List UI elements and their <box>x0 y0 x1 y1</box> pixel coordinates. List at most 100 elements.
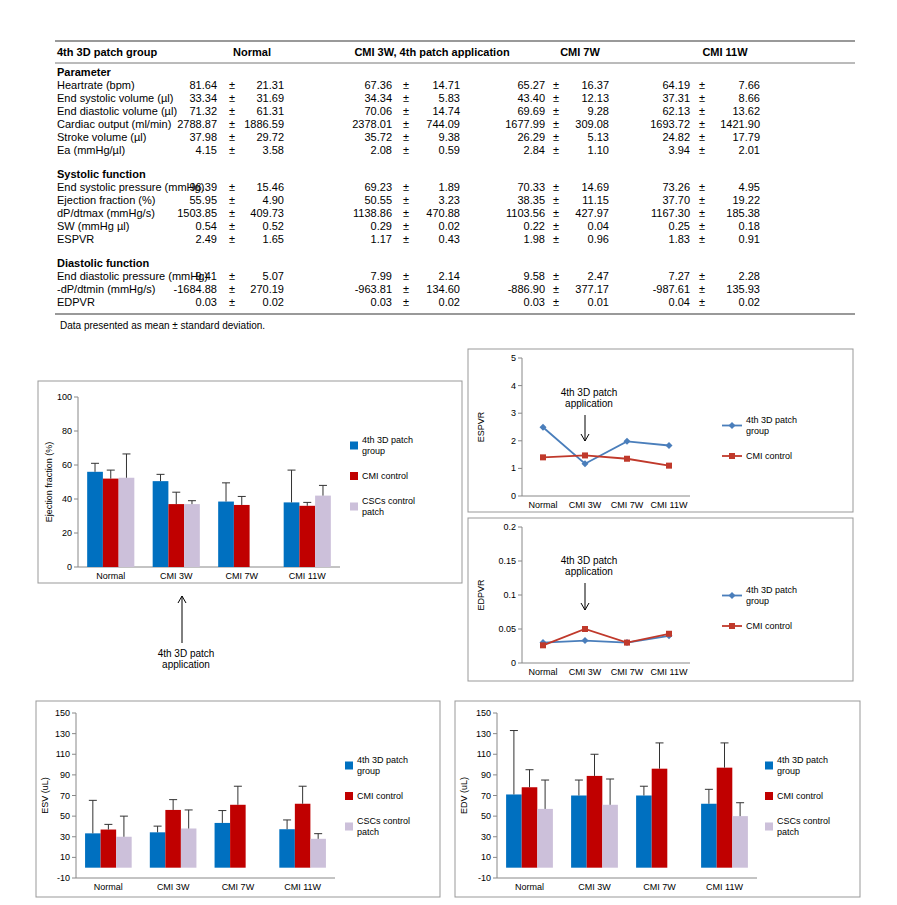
cell-sd: 9.38 <box>439 131 460 143</box>
cell-mean: 35.72 <box>364 131 392 143</box>
tick-mark <box>74 499 78 500</box>
bar <box>116 837 132 868</box>
tick-label: 5 <box>511 353 516 363</box>
cell-sd: 1.65 <box>263 233 284 245</box>
text-line: CMI control <box>362 471 408 481</box>
bar <box>315 496 331 567</box>
text-line: patch <box>362 507 384 517</box>
legend-label: CMI control <box>746 621 792 631</box>
cell-sd: 31.69 <box>256 92 284 104</box>
text-line: CMI control <box>746 621 792 631</box>
marker <box>666 442 673 449</box>
cell-mean: 1.83 <box>669 233 690 245</box>
error-cap <box>606 779 614 780</box>
cell-mean: 1.17 <box>371 233 392 245</box>
cell-sd: 0.02 <box>439 296 460 308</box>
cell-sd: 19.22 <box>732 194 760 206</box>
cell-mean: 7.99 <box>371 270 392 282</box>
table-note: Data presented as mean ± standard deviat… <box>60 320 265 331</box>
legend-marker <box>729 453 735 459</box>
cell-mean: 67.36 <box>364 79 392 91</box>
error-stem <box>110 470 111 479</box>
cell-mean: 1503.85 <box>177 207 217 219</box>
legend-label: 4th 3D patchgroup <box>746 585 797 606</box>
cell-pm: ± <box>699 181 705 193</box>
error-stem <box>302 786 303 804</box>
cell-mean: 0.03 <box>196 296 217 308</box>
tick-label: 110 <box>477 749 491 759</box>
plot-data <box>540 424 673 469</box>
error-bar <box>89 800 97 833</box>
bar <box>234 505 250 567</box>
legend-label: 4th 3D patchgroup <box>777 755 828 776</box>
table-header: CMI 7W <box>560 46 600 58</box>
tick-label: 130 <box>55 729 70 739</box>
error-cap <box>640 786 648 787</box>
error-cap <box>157 474 165 475</box>
error-cap <box>218 810 226 811</box>
category-label: Normal <box>94 882 123 892</box>
error-cap <box>91 463 99 464</box>
cell-sd: 13.62 <box>732 105 760 117</box>
cell-sd: 0.96 <box>588 233 609 245</box>
text-line: CMI control <box>746 451 792 461</box>
tick-label: 50 <box>481 811 491 821</box>
chart: 012345NormalCMI 3WCMI 7WCMI 11WESPVR4th … <box>468 349 853 512</box>
section-title: Diastolic function <box>57 257 150 269</box>
error-bar <box>705 789 713 803</box>
category-label: CMI 7W <box>611 667 644 677</box>
cell-pm: ± <box>553 118 559 130</box>
error-stem <box>513 731 514 795</box>
cell-pm: ± <box>553 79 559 91</box>
legend-swatch <box>350 503 358 511</box>
legend-swatch <box>765 823 773 831</box>
cell-mean: 1167.30 <box>651 207 690 219</box>
error-bar <box>172 492 180 504</box>
cell-sd: 11.15 <box>582 194 609 206</box>
cell-mean: 1.98 <box>524 233 545 245</box>
text-line: 4th 3D patch <box>746 415 797 425</box>
error-bar <box>222 483 230 502</box>
text-line: CSCs control <box>362 496 415 506</box>
error-stem <box>659 743 660 769</box>
error-bar <box>640 786 648 795</box>
bar <box>184 504 200 567</box>
error-stem <box>191 501 192 504</box>
cell-sd: 61.31 <box>256 105 284 117</box>
tick-mark <box>518 358 522 359</box>
y-axis-label: Ejection fraction (%) <box>44 442 54 523</box>
cell-sd: 4.90 <box>263 194 284 206</box>
cell-sd: 0.43 <box>439 233 460 245</box>
category-label: Normal <box>528 667 557 677</box>
bar <box>101 830 117 868</box>
cell-mean: -886.90 <box>508 283 545 295</box>
line <box>543 455 669 465</box>
x-axis <box>497 878 757 879</box>
row-label: ESPVR <box>57 233 94 245</box>
legend-label: CMI control <box>362 471 408 481</box>
cell-sd: 0.02 <box>439 220 460 232</box>
marker <box>666 463 672 469</box>
tick-mark <box>493 774 497 775</box>
tick-mark <box>72 733 76 734</box>
error-stem <box>529 770 530 788</box>
cell-sd: 427.97 <box>575 207 609 219</box>
cell-sd: 744.09 <box>426 118 460 130</box>
error-stem <box>160 474 161 481</box>
tick-label: 100 <box>57 392 72 402</box>
text-line: 4th 3D patch <box>561 555 618 566</box>
cell-sd: 2.01 <box>739 144 760 156</box>
error-cap <box>222 482 230 483</box>
plot-data <box>540 626 673 648</box>
error-bar <box>299 786 307 804</box>
cell-mean: 62.13 <box>662 105 690 117</box>
tick-label: -10 <box>478 873 491 883</box>
error-stem <box>188 810 189 829</box>
error-stem <box>322 485 323 495</box>
cell-pm: ± <box>403 270 409 282</box>
bar <box>284 502 300 567</box>
annotation-arrow <box>585 415 586 441</box>
tick-label: 0 <box>511 491 516 501</box>
x-axis <box>522 663 690 664</box>
tick-mark <box>72 795 76 796</box>
